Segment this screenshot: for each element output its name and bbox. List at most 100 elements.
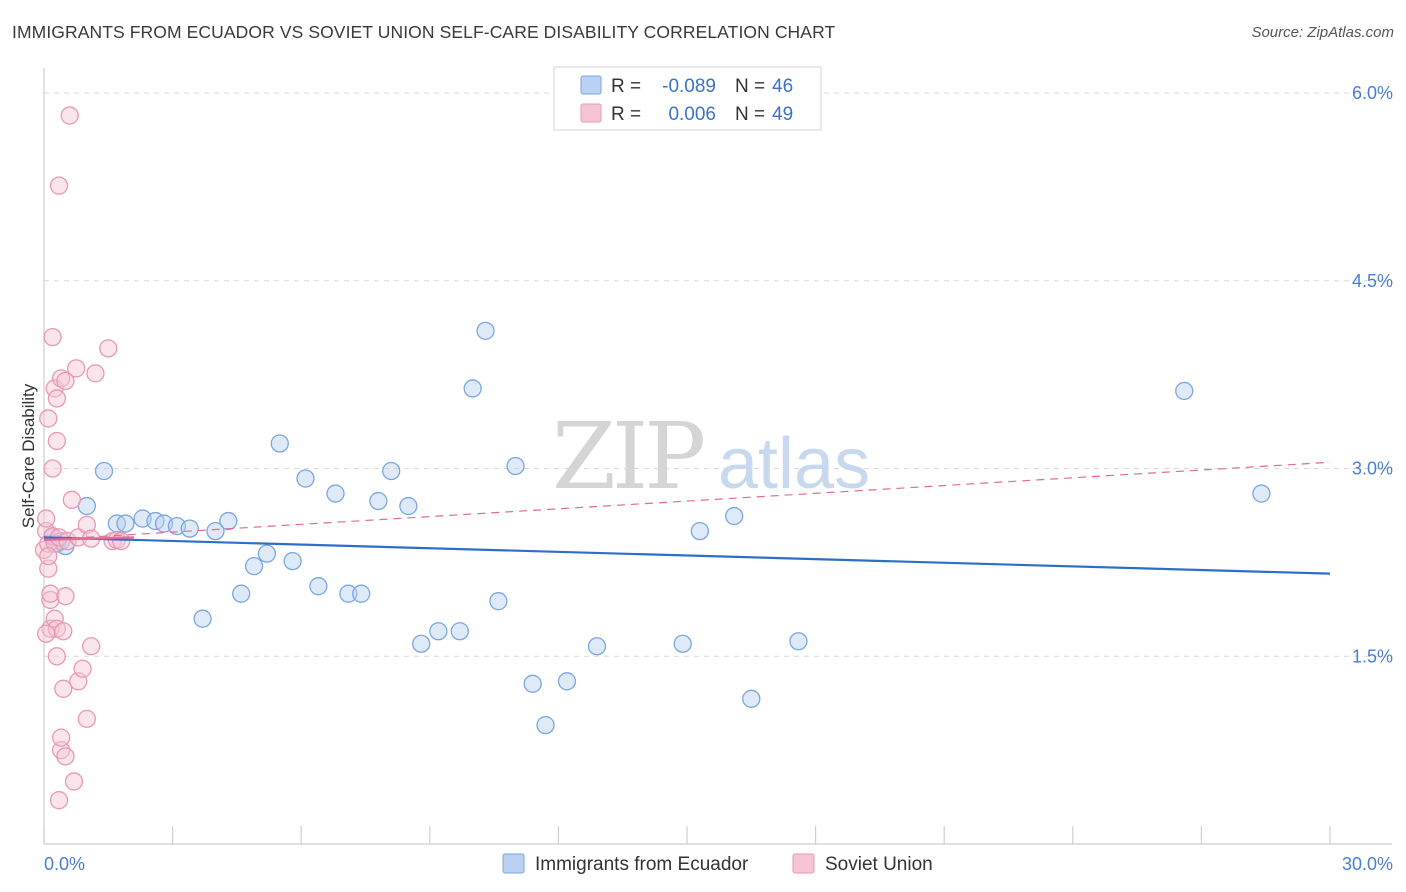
point-soviet <box>47 431 67 451</box>
legend-swatch-blue <box>580 75 602 95</box>
point-ecuador <box>725 506 744 526</box>
point-soviet <box>56 587 75 606</box>
source-credit: Source: ZipAtlas.com <box>1251 24 1394 41</box>
chart-title: IMMIGRANTS FROM ECUADOR VS SOVIET UNION … <box>12 22 836 42</box>
point-soviet <box>36 509 56 528</box>
stats-legend: R = -0.089 N = 46 R = 0.006 N = 49 <box>553 66 822 131</box>
data-points <box>34 106 1271 810</box>
point-ecuador <box>429 622 448 641</box>
trend-line-ecuador <box>43 536 1331 575</box>
series-legend-swatch-ecuador <box>502 853 525 874</box>
legend-n-label-2: N = <box>735 104 765 125</box>
legend-swatch-pink <box>580 103 602 123</box>
point-soviet <box>54 622 73 641</box>
legend-r-label-1: R = <box>611 76 641 97</box>
point-ecuador <box>352 584 371 603</box>
point-ecuador <box>283 551 302 571</box>
point-ecuador <box>309 577 328 596</box>
point-ecuador <box>523 674 542 693</box>
point-ecuador <box>587 637 607 656</box>
point-soviet <box>86 364 105 383</box>
point-soviet <box>43 327 62 347</box>
point-soviet <box>60 106 79 125</box>
legend-n-value-1: 46 <box>772 76 793 97</box>
y-tick-label: 6.0% <box>1352 83 1393 103</box>
point-ecuador <box>489 592 508 611</box>
series-legend: Immigrants from Ecuador Soviet Union <box>502 853 933 875</box>
trend-line-soviet-solid <box>43 536 135 541</box>
point-ecuador <box>206 521 225 541</box>
point-ecuador <box>399 496 418 516</box>
point-ecuador <box>450 622 469 641</box>
point-ecuador <box>296 469 315 488</box>
point-ecuador <box>257 544 277 563</box>
legend-r-label-2: R = <box>611 104 641 125</box>
point-soviet <box>39 559 58 578</box>
legend-r-value-2: 0.006 <box>668 104 716 125</box>
point-ecuador <box>382 461 401 481</box>
gridlines <box>44 92 1392 657</box>
point-ecuador <box>369 491 388 511</box>
point-ecuador <box>536 715 555 735</box>
point-soviet <box>62 490 82 509</box>
series-legend-swatch-soviet <box>792 853 815 874</box>
legend-n-label-1: N = <box>735 76 765 97</box>
y-tick-label: 4.5% <box>1352 271 1393 291</box>
point-ecuador <box>270 434 289 453</box>
point-ecuador <box>339 584 358 603</box>
point-soviet <box>49 791 69 810</box>
point-soviet <box>56 371 75 391</box>
point-soviet <box>43 459 62 478</box>
point-soviet <box>99 339 118 358</box>
point-soviet <box>41 584 60 603</box>
y-tick-label: 3.0% <box>1352 459 1393 479</box>
point-ecuador <box>219 511 238 531</box>
point-ecuador <box>557 672 577 691</box>
point-ecuador <box>463 379 482 398</box>
point-ecuador <box>232 584 251 603</box>
point-soviet <box>49 176 69 195</box>
watermark-atlas: atlas <box>718 424 870 504</box>
point-ecuador <box>180 519 199 538</box>
axes <box>43 68 1392 845</box>
y-tick-label: 1.5% <box>1352 646 1393 666</box>
point-soviet <box>41 590 60 610</box>
point-ecuador <box>742 689 761 708</box>
point-ecuador <box>326 484 345 503</box>
point-ecuador <box>193 609 212 628</box>
point-ecuador <box>673 634 692 653</box>
x-tick-label: 30.0% <box>1342 854 1393 874</box>
point-soviet <box>39 546 58 566</box>
point-soviet <box>67 359 86 378</box>
point-soviet <box>47 647 67 666</box>
trend-lines <box>43 461 1331 575</box>
y-axis-label: Self-Care Disability <box>19 383 38 528</box>
point-soviet <box>77 515 97 534</box>
point-soviet <box>73 659 92 678</box>
x-tick-label: 0.0% <box>44 854 85 874</box>
point-soviet <box>36 624 56 643</box>
point-ecuador <box>789 632 808 651</box>
point-ecuador <box>1252 484 1271 503</box>
x-tick-labels: 0.0% 30.0% <box>44 854 1393 874</box>
point-ecuador <box>94 461 114 481</box>
series-legend-label-soviet: Soviet Union <box>825 854 933 875</box>
legend-n-value-2: 49 <box>772 104 793 125</box>
watermark-zip: ZIP <box>552 403 703 510</box>
series-legend-label-ecuador: Immigrants from Ecuador <box>535 854 749 875</box>
point-soviet <box>54 679 73 698</box>
trend-line-soviet <box>43 461 1331 541</box>
legend-r-value-1: -0.089 <box>662 76 716 97</box>
point-soviet <box>56 747 75 766</box>
point-ecuador <box>476 321 495 340</box>
y-tick-labels: 1.5% 3.0% 4.5% 6.0% <box>1352 83 1393 666</box>
point-ecuador <box>244 556 264 576</box>
watermark: ZIP atlas <box>552 403 870 510</box>
point-soviet <box>47 389 67 408</box>
point-soviet <box>51 728 71 747</box>
point-ecuador <box>412 634 431 653</box>
point-ecuador <box>690 521 710 541</box>
point-ecuador <box>116 514 135 533</box>
point-ecuador <box>506 456 525 476</box>
